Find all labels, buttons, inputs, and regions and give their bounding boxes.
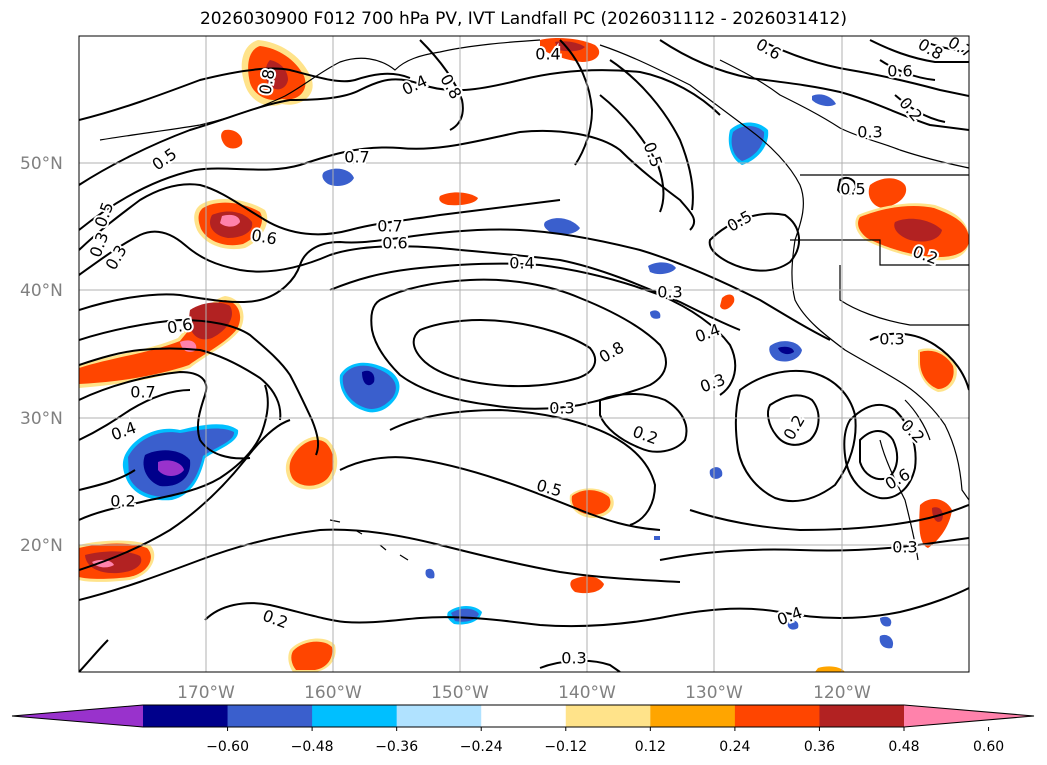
- lon-label-140w: 140°W: [558, 683, 616, 703]
- contour-label: 0.3: [561, 649, 586, 668]
- lat-label-20n: 20°N: [20, 536, 63, 556]
- contour-label: 0.3: [657, 283, 682, 302]
- longitude-labels: 170°W 160°W 150°W 140°W 130°W 120°W: [177, 683, 871, 703]
- lon-label-120w: 120°W: [813, 683, 871, 703]
- contour-label: 0.3: [892, 538, 917, 557]
- colorbar-tick-label: −0.24: [460, 739, 503, 755]
- contour-label: 0.7: [377, 217, 402, 236]
- map-title: 2026030900 F012 700 hPa PV, IVT Landfall…: [199, 9, 847, 29]
- contour-label: 0.2: [110, 492, 135, 511]
- colorbar-segment: [734, 705, 820, 727]
- colorbar-segment: [565, 705, 651, 727]
- contour-label: 0.5: [840, 180, 865, 199]
- colorbar-segment: [481, 705, 567, 727]
- pv-contours: [79, 39, 969, 672]
- colorbar-outline: [11, 704, 1035, 728]
- colorbar-segment: [143, 705, 229, 727]
- lat-label-50n: 50°N: [20, 154, 63, 174]
- contour-label: 0.3: [857, 123, 882, 142]
- colorbar-extend-max: [904, 705, 1034, 727]
- colorbar-segment: [227, 705, 313, 727]
- colorbar: −0.60 −0.48 −0.36 −0.24 −0.12 0.12 0.24 0.36 0.4…: [11, 704, 1035, 755]
- contour-label: 0.7: [130, 383, 155, 402]
- contour-label: 0.4: [535, 45, 560, 64]
- lat-lon-grid: [79, 36, 969, 672]
- lon-label-170w: 170°W: [177, 683, 235, 703]
- lat-label-40n: 40°N: [20, 281, 63, 301]
- colorbar-tick-label: 0.24: [719, 739, 750, 755]
- contour-label: 0.3: [879, 330, 904, 349]
- contour-label: 0.7: [344, 148, 369, 167]
- colorbar-tick-label: −0.48: [291, 739, 334, 755]
- contour-label: 0.3: [549, 399, 574, 418]
- contour-label: 0.6: [382, 234, 407, 253]
- map-frame: [78, 35, 970, 673]
- colorbar-tick-label: 0.36: [804, 739, 835, 755]
- lon-label-160w: 160°W: [304, 683, 362, 703]
- coastlines: [99, 39, 969, 561]
- colorbar-segment: [312, 705, 398, 727]
- colorbar-tick-label: −0.12: [544, 739, 587, 755]
- contour-label: 0.6: [887, 62, 912, 81]
- pv-negative-areas: [122, 94, 894, 649]
- colorbar-tick-label: −0.60: [206, 739, 249, 755]
- contour-label: 0.4: [509, 254, 534, 273]
- colorbar-tick-label: 0.48: [888, 739, 919, 755]
- colorbar-segment: [396, 705, 482, 727]
- colorbar-segment: [819, 705, 905, 727]
- colorbar-tick-label: 0.60: [973, 739, 1004, 755]
- lon-label-150w: 150°W: [431, 683, 489, 703]
- lat-label-30n: 30°N: [20, 409, 63, 429]
- latitude-labels: 50°N 40°N 30°N 20°N: [20, 154, 63, 556]
- colorbar-tick-label: −0.36: [375, 739, 418, 755]
- pv-positive-areas: [79, 37, 969, 672]
- lon-label-130w: 130°W: [685, 683, 743, 703]
- colorbar-tick-label: 0.12: [635, 739, 666, 755]
- colorbar-segment: [650, 705, 736, 727]
- colorbar-extend-min: [12, 705, 143, 727]
